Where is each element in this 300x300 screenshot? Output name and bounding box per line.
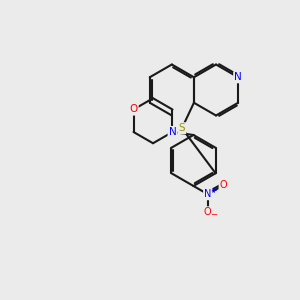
Text: +: + — [210, 186, 216, 195]
Text: N: N — [234, 72, 242, 82]
Text: O: O — [220, 180, 227, 190]
Text: −: − — [210, 210, 217, 219]
Text: S: S — [178, 123, 185, 133]
Text: N: N — [204, 189, 212, 199]
Text: O: O — [204, 207, 212, 217]
Text: N: N — [169, 127, 176, 137]
Text: O: O — [129, 104, 138, 115]
